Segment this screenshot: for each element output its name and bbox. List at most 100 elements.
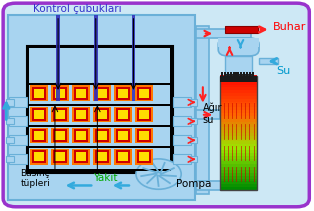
Bar <box>76 152 86 161</box>
Bar <box>97 152 107 161</box>
Bar <box>97 89 107 98</box>
Bar <box>225 56 252 76</box>
Bar <box>259 58 278 64</box>
Bar <box>28 146 171 148</box>
Bar <box>94 15 98 101</box>
Bar <box>220 169 257 173</box>
Bar <box>220 95 257 99</box>
Bar <box>51 128 69 143</box>
Bar <box>118 110 128 119</box>
Bar <box>135 107 153 122</box>
Bar <box>220 152 257 156</box>
Bar <box>29 48 170 171</box>
Circle shape <box>136 159 181 189</box>
Bar <box>9 135 27 145</box>
Bar <box>220 138 257 141</box>
Bar <box>230 72 232 77</box>
Bar <box>220 144 257 147</box>
Bar <box>246 72 248 77</box>
Bar <box>51 85 69 101</box>
Bar <box>53 150 67 163</box>
Bar <box>72 85 90 101</box>
Bar <box>72 149 90 165</box>
Bar <box>76 131 86 140</box>
Bar <box>114 128 132 143</box>
Bar <box>220 135 257 139</box>
Bar <box>9 116 27 126</box>
Bar <box>132 15 135 101</box>
Bar <box>6 118 14 124</box>
Bar <box>118 131 128 140</box>
Bar <box>220 164 257 167</box>
Bar <box>28 104 171 106</box>
Bar <box>173 97 191 107</box>
Text: Basınç
tüpleri: Basınç tüpleri <box>20 169 50 188</box>
Text: Kontrol çubukları: Kontrol çubukları <box>33 4 121 15</box>
Bar <box>34 110 44 119</box>
Bar <box>220 181 257 184</box>
Bar <box>220 149 257 153</box>
Bar <box>196 29 251 38</box>
Bar <box>116 108 130 121</box>
Bar <box>220 132 257 136</box>
Bar <box>220 184 257 187</box>
Bar <box>32 108 46 121</box>
Bar <box>55 131 65 140</box>
Bar <box>139 89 149 98</box>
Bar <box>76 89 86 98</box>
Bar <box>55 89 65 98</box>
Bar <box>135 128 153 143</box>
Bar <box>220 76 257 190</box>
Bar <box>220 104 257 107</box>
Bar <box>220 118 257 122</box>
Bar <box>220 75 257 79</box>
Bar <box>225 74 252 78</box>
Bar <box>93 128 111 143</box>
Bar <box>114 107 132 122</box>
Text: Buhar: Buhar <box>273 22 306 32</box>
Bar <box>53 129 67 142</box>
Bar <box>220 121 257 124</box>
Bar <box>32 87 46 100</box>
Bar <box>118 89 128 98</box>
Bar <box>243 72 245 77</box>
Bar <box>252 72 254 77</box>
Bar <box>139 131 149 140</box>
Bar <box>137 108 151 121</box>
Bar <box>220 172 257 176</box>
Bar <box>220 155 257 159</box>
Bar <box>220 81 257 84</box>
Bar <box>227 72 229 77</box>
Bar <box>114 85 132 101</box>
Bar <box>173 154 191 164</box>
Bar <box>34 131 44 140</box>
Bar <box>30 149 48 165</box>
Bar <box>30 128 48 143</box>
Bar <box>32 150 46 163</box>
Text: Ağır
su: Ağır su <box>203 103 222 125</box>
Bar <box>240 72 242 77</box>
Bar <box>220 76 257 82</box>
Bar <box>224 72 226 77</box>
Bar <box>55 110 65 119</box>
Bar <box>220 166 257 170</box>
Bar <box>190 118 197 124</box>
Bar <box>220 115 257 119</box>
Bar <box>220 175 257 179</box>
Bar <box>137 129 151 142</box>
Bar <box>220 98 257 101</box>
Bar <box>220 107 257 110</box>
Bar <box>218 38 259 47</box>
Bar <box>34 152 44 161</box>
Bar <box>53 87 67 100</box>
Bar <box>95 129 109 142</box>
Text: Pompa: Pompa <box>176 179 211 189</box>
FancyBboxPatch shape <box>218 38 259 56</box>
Bar <box>220 92 257 96</box>
Bar <box>220 101 257 104</box>
Bar <box>97 131 107 140</box>
Bar <box>220 112 257 116</box>
Bar <box>9 97 27 107</box>
Bar <box>220 158 257 161</box>
Bar <box>220 87 257 90</box>
